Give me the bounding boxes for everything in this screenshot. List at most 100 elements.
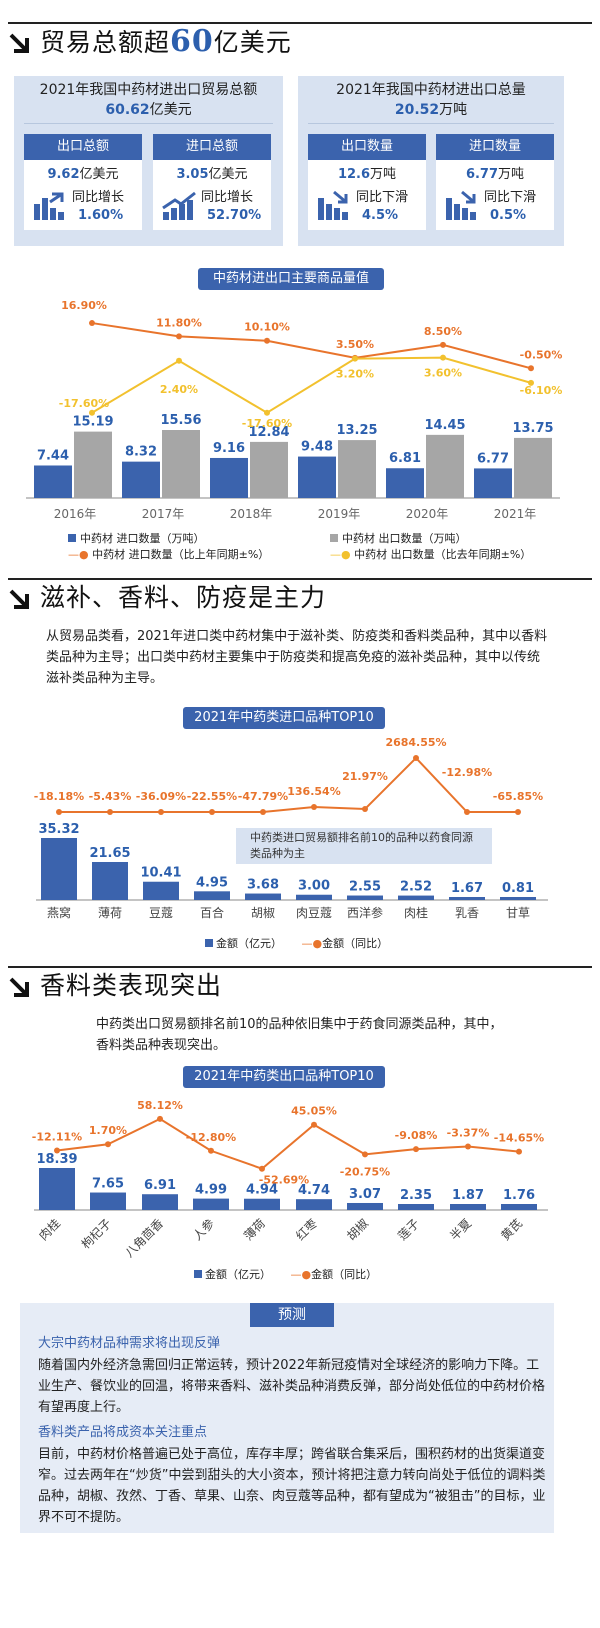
trade-volume-box: 2021年我国中药材进出口总量 20.52万吨 出口数量 12.6万吨 同比下滑… <box>298 76 564 246</box>
chart1-import-growth-point <box>176 333 182 340</box>
chart3-xtick: 人参 <box>190 1216 218 1244</box>
prediction-text-2: 目前，中药材价格普遍已处于高位，库存丰厚；跨省联合集采后，围积药材的出货渠道变窄… <box>38 1447 546 1525</box>
chart1-export-growth-point <box>352 355 358 362</box>
chart3-xtick: 黄芪 <box>498 1216 525 1243</box>
chart2-xtick: 肉桂 <box>404 905 428 920</box>
chart2-bar <box>41 838 77 900</box>
chart2-growth-point <box>260 809 266 815</box>
chart3-bar-label: 4.99 <box>195 1183 227 1198</box>
chart2-growth-label: 136.54% <box>287 785 340 798</box>
chart2-bar <box>296 894 332 900</box>
chart3-growth-label: 45.05% <box>291 1105 337 1118</box>
chart2-growth-label: -18.18% <box>34 790 84 803</box>
chart1-label-export: 12.84 <box>248 425 289 440</box>
section-header-trade: 贸易总额超60亿美元 <box>8 22 592 59</box>
chart3-xtick: 红枣 <box>293 1216 321 1244</box>
chart2-bar-label: 0.81 <box>502 881 534 896</box>
chart1-label-import: 9.16 <box>213 441 245 456</box>
chart3-bar-label: 1.87 <box>452 1188 484 1203</box>
chart1-import-growth-point <box>528 365 534 372</box>
chart2-bar <box>245 893 281 900</box>
export-volume-card: 出口数量 12.6万吨 同比下滑 4.5% <box>308 134 426 230</box>
bar-down-arrow-icon <box>446 190 476 220</box>
chart3-bar <box>398 1204 434 1210</box>
prediction-title: 预测 <box>250 1303 334 1327</box>
chart3-growth-label: -9.08% <box>395 1129 438 1142</box>
chart1-export-growth-point <box>176 357 182 364</box>
chart1-import-growth-label: 11.80% <box>156 316 202 329</box>
chart1-bar-export <box>426 434 464 498</box>
chart3-bar <box>193 1198 229 1210</box>
chart1-bar-export <box>162 430 200 498</box>
chart3-growth-point <box>259 1165 265 1172</box>
chart2-legend: 金额（亿元） —●金额（同比） <box>205 936 388 952</box>
chart2-title: 2021年中药类进口品种TOP10 <box>183 707 385 729</box>
chart1-export-growth-point <box>89 409 95 416</box>
chart2-growth-label: -12.98% <box>442 766 492 779</box>
chart1-export-growth-point <box>528 379 534 386</box>
chart1-label-import: 6.77 <box>477 451 509 466</box>
chart3-legend: 金额（亿元） —●金额（同比） <box>194 1267 377 1283</box>
chart1-bar-import <box>122 461 160 498</box>
chart1-import-growth-label: 10.10% <box>244 321 290 334</box>
box-total: 60.62亿美元 <box>105 102 192 118</box>
chart1-import-growth-label: 16.90% <box>61 299 107 312</box>
chart1-import-growth-label: -0.50% <box>520 348 563 361</box>
chart1-import-growth-label: 8.50% <box>424 325 462 338</box>
chart3-bar-label: 7.65 <box>92 1177 124 1192</box>
chart2-growth-label: -5.43% <box>89 790 132 803</box>
prediction-subtitle-1: 大宗中药材品种需求将出现反弹 <box>38 1336 221 1351</box>
chart1-import-growth-point <box>264 337 270 344</box>
chart2-bar-label: 4.95 <box>196 875 228 890</box>
chart1-bar-import <box>474 468 512 498</box>
chart2-growth-label: -22.55% <box>187 790 237 803</box>
section3-paragraph: 中药类出口贸易额排名前10的品种依旧集中于药食同源类品种，其中，香料类品种表现突… <box>96 1017 503 1053</box>
chart1-label-export: 14.45 <box>424 418 465 433</box>
chart3-growth-point <box>413 1146 419 1153</box>
export-value-card: 出口总额 9.62亿美元 同比增长 1.60% <box>24 134 142 230</box>
section2-paragraph: 从贸易品类看，2021年进口类中药材集中于滋补类、防疫类和香料类品种，其中以香料… <box>46 629 548 686</box>
box-header: 2021年我国中药材进出口贸易总额 <box>39 82 258 98</box>
chart2-growth-line <box>59 756 518 813</box>
box-total: 20.52万吨 <box>394 102 468 118</box>
chart1-xtick: 2018年 <box>230 507 273 521</box>
chart2-growth-label: 21.97% <box>342 770 388 783</box>
chart2-bar-label: 2.55 <box>349 880 381 895</box>
chart1-export-growth-label: 3.20% <box>336 368 374 381</box>
chart2-bar-label: 35.32 <box>38 822 79 837</box>
chart1-export-growth-label: 2.40% <box>160 383 198 396</box>
chart2-bar-label: 3.00 <box>298 879 330 894</box>
chart1-import-growth-line <box>91 322 532 370</box>
chart2-growth-label: -36.09% <box>136 790 186 803</box>
chart2-growth-point <box>311 804 317 810</box>
chart2-growth-point <box>515 809 521 815</box>
chart3-bar <box>90 1192 126 1210</box>
chart3-xtick: 八角茴香 <box>122 1216 166 1260</box>
chart2-growth-point <box>464 809 470 815</box>
chart1-export-growth-line <box>91 356 532 414</box>
chart1-import-growth-point <box>440 341 446 348</box>
chart2-growth-point <box>362 806 368 812</box>
chart2-xtick: 西洋参 <box>347 905 383 920</box>
chart1-label-import: 6.81 <box>389 451 421 466</box>
chart3-growth-label: -3.37% <box>447 1127 490 1140</box>
trade-value-box: 2021年我国中药材进出口贸易总额 60.62亿美元 出口总额 9.62亿美元 … <box>14 76 283 246</box>
chart3-growth-label: -12.11% <box>32 1130 82 1143</box>
chart1-bar-export <box>514 437 552 498</box>
chart1-import-growth-label: 3.50% <box>336 338 374 351</box>
chart1-bar-import <box>386 468 424 498</box>
chart3-growth-point <box>157 1115 163 1122</box>
chart2-xtick: 豆蔻 <box>149 906 173 920</box>
chart2-growth-label: -65.85% <box>493 790 543 803</box>
chart1-label-export: 15.19 <box>72 415 113 430</box>
chart2-bar-label: 1.67 <box>451 881 483 896</box>
chart3-bar-label: 2.35 <box>400 1188 432 1203</box>
chart2-annotation: 中药类进口贸易额排名前10的品种以药食同源类品种为主 <box>236 828 492 864</box>
chart3-growth-label: 1.70% <box>89 1124 127 1137</box>
chart3-growth-point <box>362 1151 368 1158</box>
chart1-bar-export <box>250 441 288 498</box>
chart3-growth-point <box>208 1147 214 1154</box>
chart3-bar <box>450 1204 486 1210</box>
chart1-bar-import <box>34 465 72 498</box>
